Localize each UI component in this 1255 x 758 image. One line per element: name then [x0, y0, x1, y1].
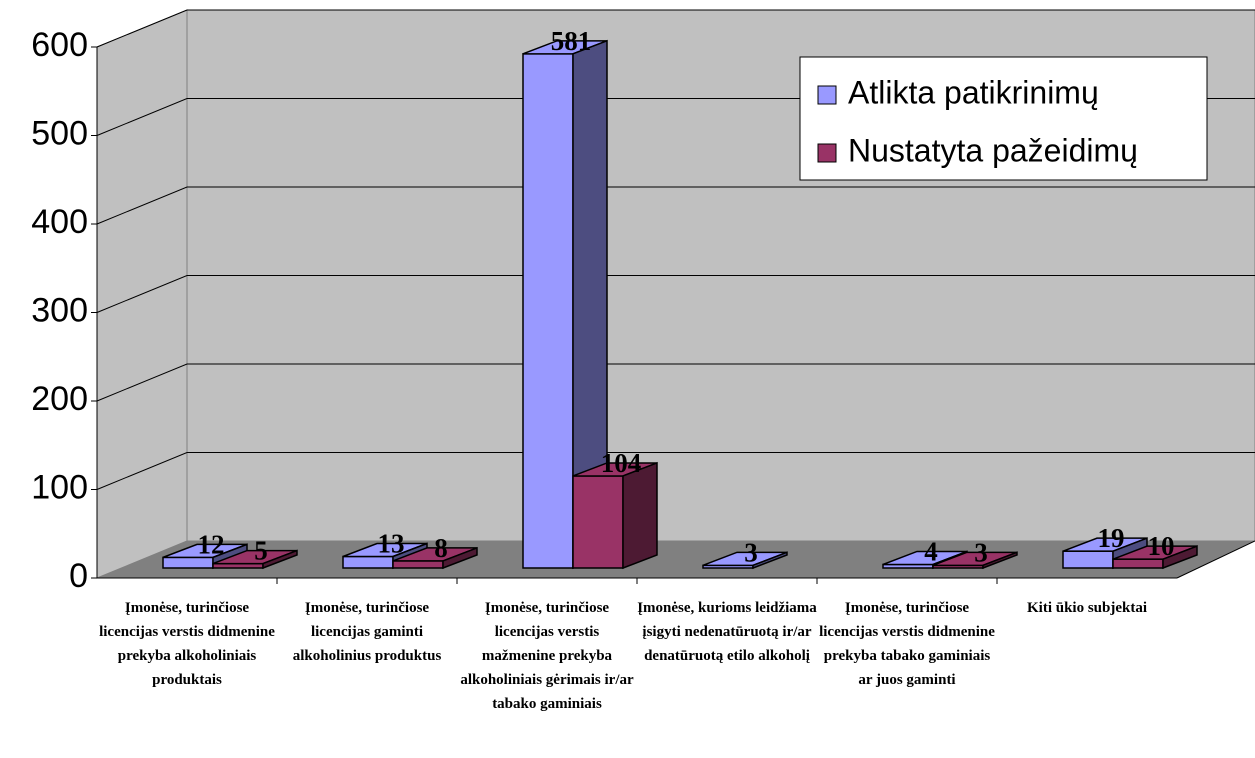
value-label: 5: [254, 536, 268, 566]
legend-swatch: [817, 143, 837, 163]
y-tick-label: 400: [31, 203, 88, 241]
x-tick-label: Įmonėse, turinčiose licencijas gaminti a…: [292, 600, 442, 664]
x-tick-label: Kiti ūkio subjektai: [1026, 600, 1148, 616]
y-tick-label: 100: [31, 468, 88, 506]
bar: [1112, 545, 1198, 570]
bar: [702, 551, 788, 570]
legend: [799, 56, 1208, 181]
value-label: 12: [198, 529, 225, 559]
bar-side: [442, 546, 478, 570]
grid-line: [96, 363, 1255, 402]
value-label: 3: [974, 537, 988, 567]
y-tick-label: 600: [31, 26, 88, 64]
value-label: 19: [1098, 523, 1125, 553]
bars: 12 5 13 8 581 104 3 4 3 19 10: [162, 26, 1198, 570]
bar-side: [622, 461, 658, 570]
value-label: 581: [551, 26, 592, 56]
value-label: 4: [924, 536, 938, 566]
value-label: 3: [744, 537, 758, 567]
grid-line: [96, 186, 1255, 225]
bar-front: [522, 53, 574, 569]
legend-label: Atlikta patikrinimų: [848, 74, 1099, 110]
bar-side: [1162, 545, 1198, 570]
bar: [522, 39, 608, 570]
value-label: 10: [1148, 531, 1175, 561]
grid: [91, 9, 1255, 584]
bar-side: [752, 551, 788, 570]
bar: [932, 551, 1018, 570]
grid-line: [96, 9, 1255, 48]
bar-side: [982, 551, 1018, 570]
x-tick-label: Įmonėse, kurioms leidžiama įsigyti neden…: [637, 600, 817, 664]
y-tick-label: 500: [31, 114, 88, 152]
bar-front: [1062, 550, 1114, 569]
value-label: 13: [378, 528, 405, 558]
legend-swatch: [817, 85, 837, 105]
floor-edge: [1176, 540, 1255, 579]
bar-side: [262, 549, 298, 570]
x-tick-label: Įmonėse, turinčiose licencijas verstis d…: [99, 600, 275, 688]
bar: [392, 546, 478, 570]
y-tick-label: 0: [69, 557, 88, 595]
x-tick-label: Įmonėse, turinčiose licencijas verstis m…: [460, 600, 634, 712]
bar: [572, 461, 658, 570]
grid-line: [96, 275, 1255, 313]
y-tick-label: 300: [31, 291, 88, 329]
grid-line: [96, 452, 1255, 490]
value-label: 8: [434, 533, 448, 563]
y-tick-label: 200: [31, 380, 88, 418]
legend-items: Atlikta patikrinimų Nustatyta pažeidimų: [817, 74, 1138, 168]
x-tick-label: Įmonėse, turinčiose licencijas verstis d…: [819, 600, 995, 688]
bar-front: [572, 475, 624, 569]
value-label: 104: [601, 448, 642, 478]
legend-label: Nustatyta pažeidimų: [848, 132, 1138, 168]
bar: [212, 549, 298, 570]
